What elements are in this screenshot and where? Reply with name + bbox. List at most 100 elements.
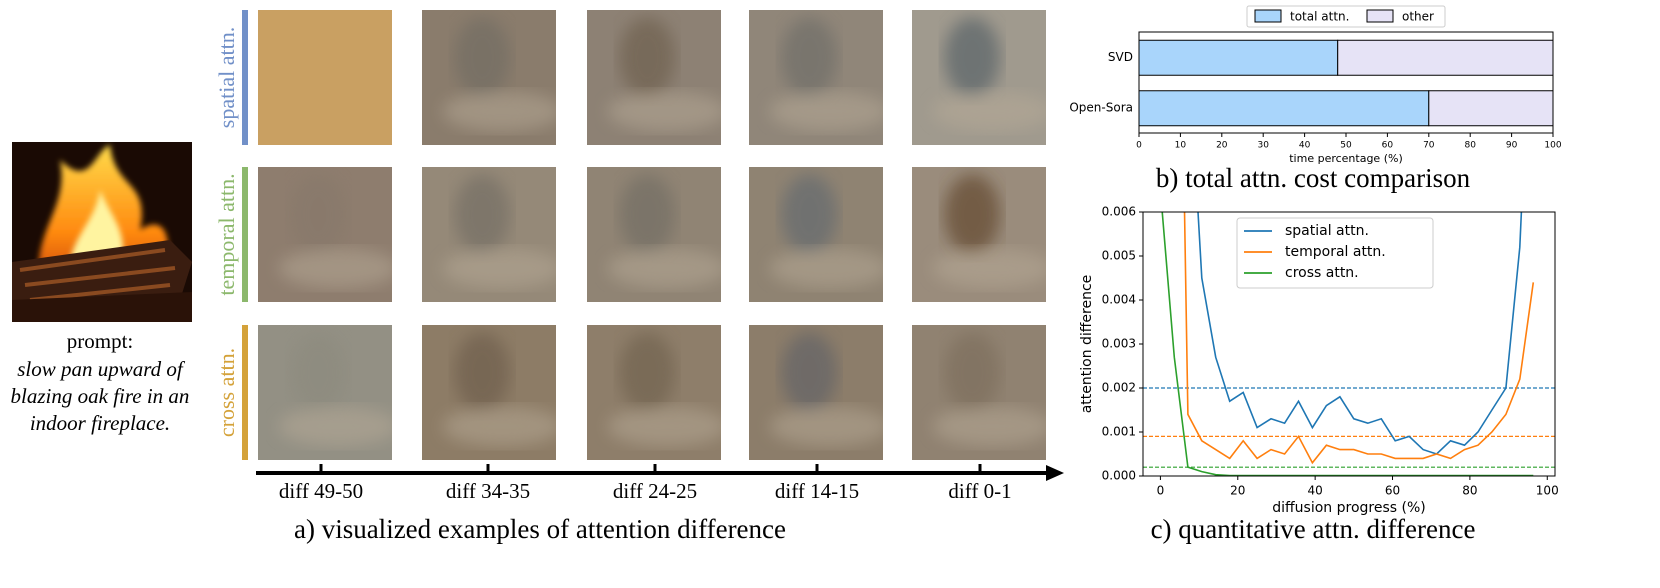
bar-segment [1337, 39, 1554, 76]
x-tick-label: 40 [1308, 484, 1323, 498]
x-tick-label: 10 [1175, 141, 1187, 151]
column-label: diff 0-1 [948, 479, 1011, 503]
x-tick-label: 100 [1544, 141, 1561, 151]
legend-label: cross attn. [1285, 265, 1359, 281]
x-tick-label: 20 [1216, 141, 1228, 151]
y-tick-label: SVD [1108, 50, 1133, 64]
example-image [422, 10, 556, 145]
y-axis-label: attention difference [1079, 275, 1095, 414]
image-content [258, 10, 392, 145]
column-label: diff 34-35 [446, 479, 530, 503]
example-image [749, 167, 883, 302]
example-image [422, 167, 556, 302]
legend-box [1236, 217, 1434, 289]
image-content [422, 167, 556, 302]
image-content [258, 325, 392, 460]
image-blob [781, 332, 838, 413]
x-tick-label: 100 [1536, 484, 1559, 498]
image-blob [442, 91, 556, 132]
row-color-bar [242, 325, 248, 460]
x-tick-label: 90 [1506, 141, 1518, 151]
x-axis-label: time percentage (%) [1289, 152, 1403, 165]
bar-segment [1138, 90, 1430, 127]
x-tick-label: 80 [1464, 141, 1476, 151]
x-tick-label: 80 [1462, 484, 1477, 498]
prompt-image [12, 142, 192, 322]
image-blob [607, 248, 721, 289]
image-blob [607, 406, 721, 447]
plot-frame [1142, 211, 1556, 477]
image-blob [290, 332, 347, 413]
y-tick-label: 0.001 [1102, 425, 1136, 439]
example-image [587, 325, 721, 460]
image-blob [619, 332, 676, 413]
example-image [912, 325, 1046, 460]
y-tick-label: 0.003 [1102, 337, 1136, 351]
legend-label: spatial attn. [1285, 223, 1369, 239]
column-label: diff 24-25 [613, 479, 697, 503]
legend-label: total attn. [1290, 10, 1349, 24]
example-image [587, 167, 721, 302]
example-image [258, 10, 392, 145]
image-content [587, 10, 721, 145]
x-axis-label: diffusion progress (%) [1272, 500, 1425, 516]
prompt-text: indoor fireplace. [30, 411, 170, 435]
x-tick-label: 60 [1385, 484, 1400, 498]
image-content [912, 167, 1046, 302]
prompt-text: blazing oak fire in an [11, 384, 190, 408]
legend-box [1246, 5, 1446, 28]
image-blob [607, 91, 721, 132]
row-label: cross attn. [214, 348, 239, 437]
x-tick-label: 0 [1157, 484, 1165, 498]
bar-segment [1428, 90, 1554, 127]
arrow-head [1046, 465, 1064, 481]
x-tick-label: 0 [1136, 141, 1142, 151]
y-tick-label: 0.004 [1102, 293, 1136, 307]
data-line [1183, 212, 1535, 465]
image-blob [769, 248, 883, 289]
image-content [258, 167, 392, 302]
legend-swatch [1254, 9, 1282, 23]
image-blob [944, 332, 1001, 413]
image-grid: spatial attn. temporal attn. cross attn. di… [214, 10, 1046, 503]
image-content [912, 10, 1046, 145]
image-blob [932, 248, 1046, 289]
x-tick-label: 20 [1230, 484, 1245, 498]
prompt-text: slow pan upward of [17, 357, 186, 381]
column-label: diff 49-50 [279, 479, 363, 503]
image-blob [781, 174, 838, 255]
image-content [422, 325, 556, 460]
x-tick-label: 40 [1299, 141, 1311, 151]
data-line [1197, 212, 1523, 455]
x-tick-label: 50 [1340, 141, 1352, 151]
x-tick-label: 60 [1382, 141, 1394, 151]
image-blob [278, 406, 392, 447]
image-blob [442, 248, 556, 289]
row-label: spatial attn. [214, 27, 239, 128]
image-content [749, 167, 883, 302]
example-image [258, 167, 392, 302]
column-label: diff 14-15 [775, 479, 859, 503]
y-tick-label: 0.002 [1102, 381, 1136, 395]
chart-title: b) total attn. cost comparison [1156, 163, 1471, 193]
image-blob [619, 174, 676, 255]
image-base [258, 10, 392, 145]
legend-swatch [1366, 9, 1394, 23]
image-content [749, 325, 883, 460]
legend-label: temporal attn. [1285, 244, 1386, 260]
y-tick-label: Open-Sora [1069, 100, 1133, 114]
image-blob [619, 17, 676, 98]
x-tick-label: 30 [1257, 141, 1269, 151]
image-blob [769, 406, 883, 447]
image-content [749, 10, 883, 145]
y-tick-label: 0.005 [1102, 249, 1136, 263]
row-color-bar [242, 167, 248, 302]
image-blob [454, 332, 511, 413]
caption: a) visualized examples of attention diff… [294, 514, 786, 544]
image-content [587, 167, 721, 302]
image-blob [944, 17, 1001, 98]
example-image [749, 325, 883, 460]
prompt-label: prompt: [67, 329, 134, 353]
image-blob [932, 91, 1046, 132]
